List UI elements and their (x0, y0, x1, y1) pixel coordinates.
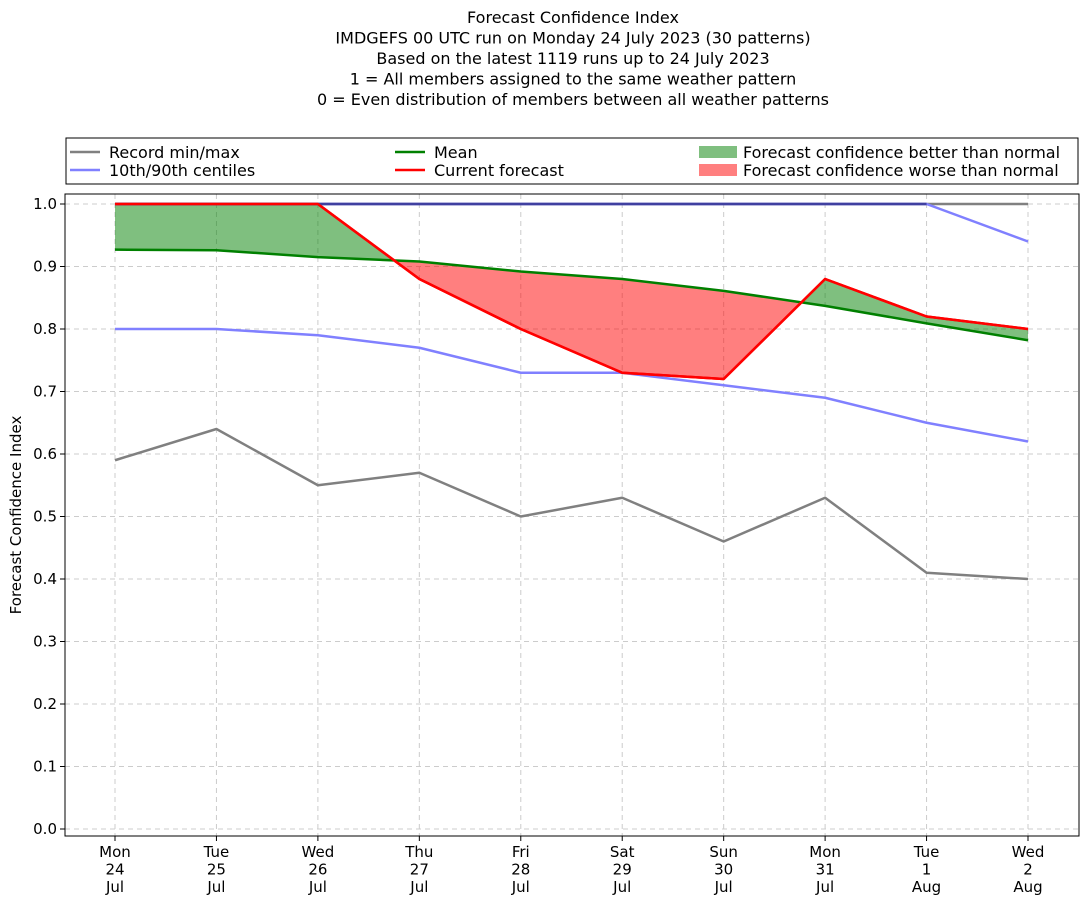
x-tick-label: Fri (512, 843, 530, 861)
plot-frame (64, 193, 1080, 837)
x-tick-label: Jul (206, 878, 225, 896)
legend-item[interactable]: Forecast confidence worse than normal (699, 161, 1059, 180)
series-lines (114, 202, 1029, 581)
x-tick-label: Mon (99, 843, 131, 861)
legend-item[interactable]: Forecast confidence better than normal (699, 143, 1060, 162)
legend-label: Mean (434, 143, 478, 162)
legend-label: 10th/90th centiles (109, 161, 255, 180)
chart-title-line-2: IMDGEFS 00 UTC run on Monday 24 July 202… (335, 29, 810, 48)
y-tick-label: 0.6 (33, 445, 57, 463)
x-axis-ticks: Mon24JulTue25JulWed26JulThu27JulFri28Jul… (99, 836, 1044, 896)
fill-better-than-normal (801, 279, 1028, 341)
x-tick-label: 1 (922, 861, 932, 879)
x-tick-label: 2 (1023, 861, 1033, 879)
x-tick-label: Tue (913, 843, 940, 861)
x-tick-label: Jul (612, 878, 631, 896)
x-tick-label: 24 (105, 861, 124, 879)
chart-title: Forecast Confidence Index IMDGEFS 00 UTC … (317, 8, 829, 109)
x-tick-label: 29 (613, 861, 632, 879)
legend-swatch-patch (699, 146, 737, 158)
x-tick-label: Sat (610, 843, 635, 861)
x-tick-label: 28 (511, 861, 530, 879)
chart-title-line-1: Forecast Confidence Index (467, 8, 679, 27)
legend-label: Record min/max (109, 143, 240, 162)
confidence-fills (115, 204, 1028, 379)
y-tick-label: 0.0 (33, 820, 57, 838)
y-tick-label: 0.4 (33, 570, 57, 588)
series-line-mean (114, 248, 1029, 342)
y-tick-label: 1.0 (33, 195, 57, 213)
y-tick-label: 0.9 (33, 258, 57, 276)
legend-label: Current forecast (434, 161, 564, 180)
x-tick-label: Tue (203, 843, 230, 861)
series-line-p10 (115, 327, 1029, 443)
x-tick-label: Jul (815, 878, 834, 896)
legend-box (65, 137, 1079, 185)
y-tick-label: 0.3 (33, 633, 57, 651)
x-tick-label: 27 (410, 861, 429, 879)
gridlines (65, 194, 1079, 836)
chart-title-line-3: Based on the latest 1119 runs up to 24 J… (376, 49, 769, 68)
fill-worse-than-normal (394, 260, 802, 379)
y-axis-ticks: 0.0 0.1 0.2 0.3 0.4 0.5 0.6 0.7 0.8 0.9 1.0 (33, 195, 65, 838)
chart-title-line-4: 1 = All members assigned to the same wea… (350, 70, 797, 89)
x-tick-label: Jul (308, 878, 327, 896)
x-tick-label: 31 (816, 861, 835, 879)
x-tick-label: Wed (302, 843, 335, 861)
x-tick-label: 26 (308, 861, 327, 879)
legend-swatch-patch (699, 164, 737, 176)
legend-item[interactable]: Record min/max (70, 143, 240, 162)
y-tick-label: 0.5 (33, 508, 57, 526)
y-tick-label: 0.1 (33, 758, 57, 776)
series-line-current-top (115, 202, 1029, 381)
x-tick-label: Mon (809, 843, 841, 861)
fill-better-than-normal (115, 204, 395, 261)
x-tick-label: Jul (511, 878, 530, 896)
x-tick-label: Sun (709, 843, 738, 861)
x-tick-label: 30 (714, 861, 733, 879)
series-line-record-min (114, 427, 1029, 581)
y-tick-label: 0.7 (33, 383, 57, 401)
x-tick-label: Jul (105, 878, 124, 896)
legend-item[interactable]: Current forecast (395, 161, 564, 180)
y-tick-label: 0.8 (33, 320, 57, 338)
x-tick-label: Thu (404, 843, 433, 861)
x-tick-label: Aug (1013, 878, 1042, 896)
y-tick-label: 0.2 (33, 695, 57, 713)
legend-label: Forecast confidence worse than normal (743, 161, 1059, 180)
x-tick-label: Jul (409, 878, 428, 896)
x-tick-label: 25 (207, 861, 226, 879)
x-tick-label: Aug (912, 878, 941, 896)
x-tick-label: Wed (1012, 843, 1045, 861)
y-axis-label: Forecast Confidence Index (7, 416, 25, 615)
chart-title-line-5: 0 = Even distribution of members between… (317, 90, 829, 109)
legend-label: Forecast confidence better than normal (743, 143, 1060, 162)
x-tick-label: Jul (714, 878, 733, 896)
legend-item[interactable]: 10th/90th centiles (70, 161, 255, 180)
legend-item[interactable]: Mean (395, 143, 478, 162)
